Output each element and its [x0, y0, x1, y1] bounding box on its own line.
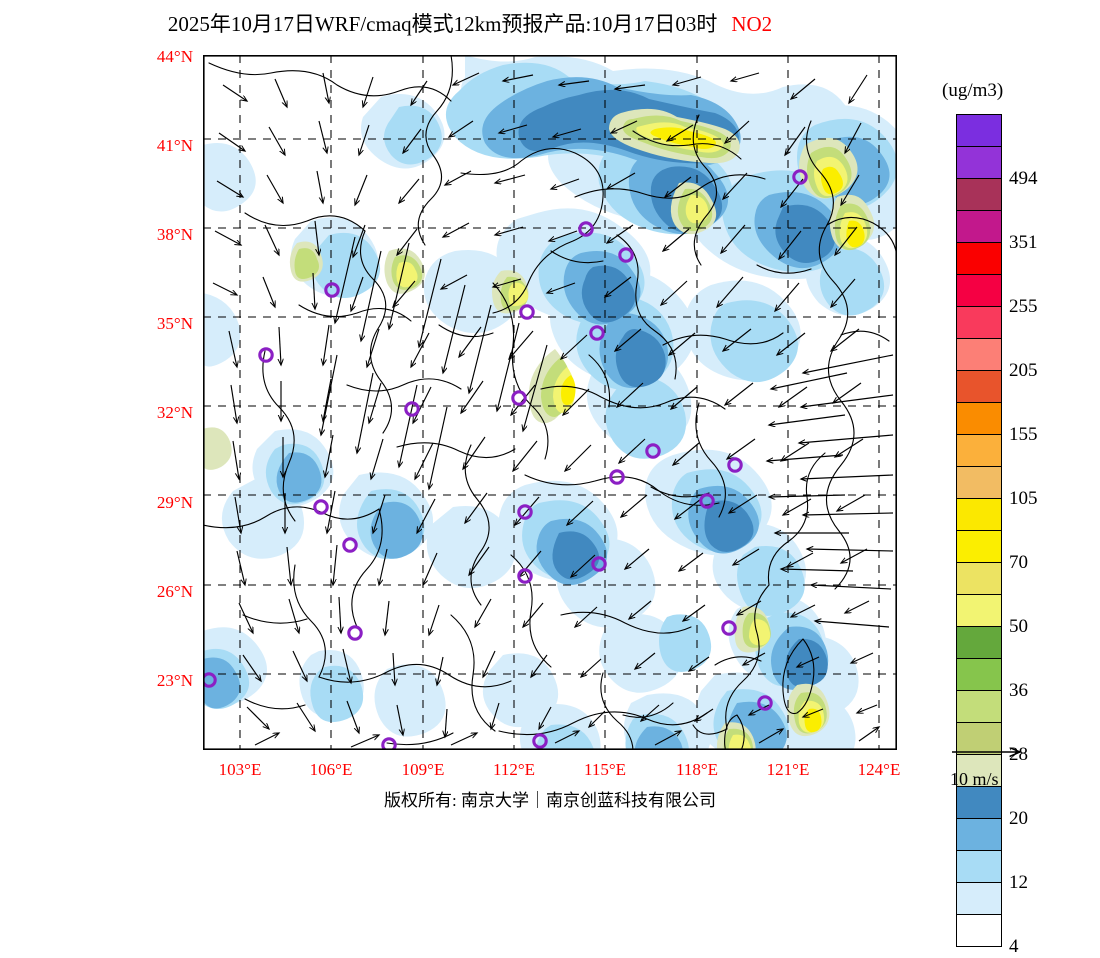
colorbar-tick-label: 20	[1009, 808, 1028, 829]
lon-tick-103e: 103°E	[218, 760, 262, 779]
lon-tick-115e: 115°E	[583, 760, 627, 779]
lon-tick-106e: 106°E	[309, 760, 353, 779]
title-main: 2025年10月17日WRF/cmaq模式12km预报产品:10月17日03时	[167, 12, 718, 36]
colorbar-cell: 36	[957, 659, 1028, 701]
colorbar-tick-label: 205	[1009, 360, 1038, 381]
colorbar-cell: 255	[957, 275, 1038, 317]
colorbar-tick-label: 494	[1009, 168, 1038, 189]
lat-tick-35n: 35°N	[156, 314, 193, 333]
colorbar-cell	[957, 499, 1001, 531]
colorbar-tick-label: 255	[1009, 296, 1038, 317]
colorbar-cell	[957, 179, 1001, 211]
colorbar-tick-label: 4	[1009, 936, 1019, 957]
colorbar-tick-label: 351	[1009, 232, 1038, 253]
lon-tick-124e: 124°E	[857, 760, 901, 779]
lon-tick-112e: 112°E	[492, 760, 536, 779]
colorbar-cell: 4	[957, 915, 1019, 957]
colorbar-cell	[957, 819, 1001, 851]
lat-tick-29n: 29°N	[156, 493, 193, 512]
lon-tick-121e: 121°E	[766, 760, 810, 779]
colorbar-cell: 12	[957, 851, 1028, 893]
colorbar-cell	[957, 243, 1001, 275]
copyright-notice: 版权所有: 南京大学｜南京创蓝科技有限公司	[384, 791, 716, 810]
colorbar-tick-label: 70	[1009, 552, 1028, 573]
colorbar-tick-label: 12	[1009, 872, 1028, 893]
lat-tick-41n: 41°N	[156, 136, 193, 155]
colorbar-legend: (ug/m3) 494 351 255 205 155 105 70 50 36 28 20 12 4	[938, 80, 1098, 957]
lon-tick-118e: 118°E	[675, 760, 719, 779]
colorbar-cell	[957, 691, 1001, 723]
colorbar: 494 351 255 205 155 105 70 50 36 28 20 12 4	[956, 114, 1038, 957]
lon-tick-109e: 109°E	[401, 760, 445, 779]
wind-scale-arrow	[952, 742, 1030, 762]
lat-tick-26n: 26°N	[156, 582, 193, 601]
colorbar-cell	[957, 115, 1001, 147]
colorbar-cell: 70	[957, 531, 1028, 573]
colorbar-cell	[957, 307, 1001, 339]
colorbar-cell	[957, 755, 1001, 787]
colorbar-cell: 351	[957, 211, 1038, 253]
colorbar-cell: 105	[957, 467, 1038, 509]
colorbar-cell	[957, 435, 1001, 467]
wind-scale-label: 10 m/s	[950, 769, 999, 789]
administrative-boundaries	[203, 55, 897, 750]
colorbar-cell	[957, 627, 1001, 659]
wind-scale-key: 10 m/s	[950, 742, 1100, 790]
colorbar-tick-label: 36	[1009, 680, 1028, 701]
colorbar-cell: 50	[957, 595, 1028, 637]
lat-tick-23n: 23°N	[156, 671, 193, 690]
lat-tick-38n: 38°N	[156, 225, 193, 244]
colorbar-cell	[957, 563, 1001, 595]
colorbar-cell	[957, 371, 1001, 403]
wind-vectors	[212, 72, 894, 748]
map-plot-area	[203, 55, 897, 750]
colorbar-cell: 155	[957, 403, 1038, 445]
colorbar-cell: 494	[957, 147, 1038, 189]
colorbar-tick-label: 155	[1009, 424, 1038, 445]
colorbar-tick-label: 50	[1009, 616, 1028, 637]
page-title: 2025年10月17日WRF/cmaq模式12km预报产品:10月17日03时 N…	[0, 8, 940, 38]
colorbar-tick-label: 105	[1009, 488, 1038, 509]
lat-tick-44n: 44°N	[156, 47, 193, 66]
colorbar-cell: 20	[957, 787, 1028, 829]
lat-tick-32n: 32°N	[156, 403, 193, 422]
title-species: NO2	[731, 12, 773, 36]
colorbar-cell: 205	[957, 339, 1038, 381]
colorbar-cell	[957, 883, 1001, 915]
legend-units-label: (ug/m3)	[942, 80, 1004, 101]
